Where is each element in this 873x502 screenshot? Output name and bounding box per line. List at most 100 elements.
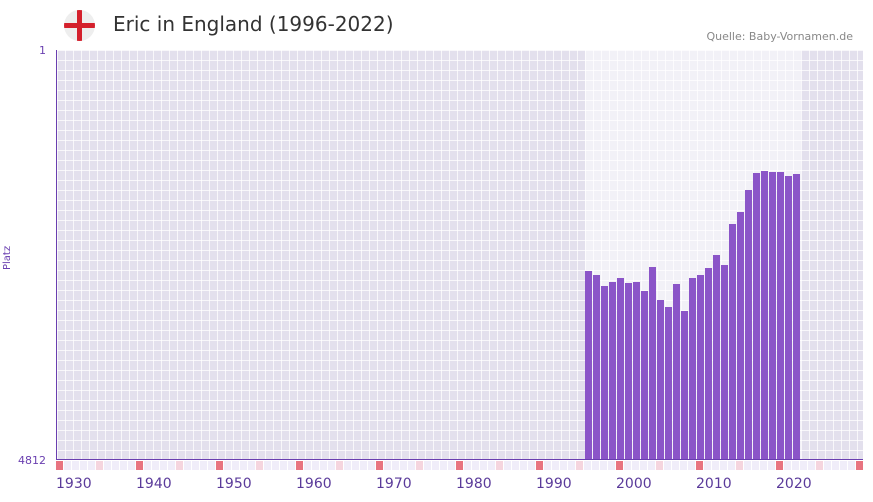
bar-2000[interactable] xyxy=(617,278,624,459)
bar-2011[interactable] xyxy=(705,268,712,459)
year-marker xyxy=(424,461,431,470)
year-marker xyxy=(584,461,591,470)
year-marker xyxy=(496,461,503,470)
bar-2013[interactable] xyxy=(721,265,728,459)
year-marker xyxy=(632,461,639,470)
year-marker xyxy=(360,461,367,470)
year-marker xyxy=(512,461,519,470)
year-marker xyxy=(344,461,351,470)
year-marker xyxy=(304,461,311,470)
year-marker xyxy=(144,461,151,470)
year-marker xyxy=(128,461,135,470)
year-marker xyxy=(688,461,695,470)
y-tick-top: 1 xyxy=(39,44,46,57)
x-tick-label: 2020 xyxy=(776,476,812,492)
chart-title: Eric in England (1996-2022) xyxy=(113,12,394,36)
year-marker xyxy=(576,461,583,470)
year-marker xyxy=(760,461,767,470)
year-marker xyxy=(416,461,423,470)
bar-2020[interactable] xyxy=(777,171,784,459)
bar-2003[interactable] xyxy=(641,291,648,459)
year-marker xyxy=(592,461,599,470)
bar-2016[interactable] xyxy=(745,189,752,459)
year-marker xyxy=(656,461,663,470)
bar-2021[interactable] xyxy=(785,175,792,459)
year-marker xyxy=(80,461,87,470)
bar-2001[interactable] xyxy=(625,283,632,459)
year-marker xyxy=(288,461,295,470)
year-marker xyxy=(192,461,199,470)
bar-1996[interactable] xyxy=(585,271,592,459)
year-marker xyxy=(848,461,855,470)
x-tick-label: 1980 xyxy=(456,476,492,492)
bar-2004[interactable] xyxy=(649,267,656,459)
year-marker xyxy=(120,461,127,470)
year-marker xyxy=(712,461,719,470)
x-tick-label: 1950 xyxy=(216,476,252,492)
bar-2018[interactable] xyxy=(761,170,768,459)
year-marker xyxy=(824,461,831,470)
year-marker xyxy=(224,461,231,470)
year-marker xyxy=(792,461,799,470)
year-marker xyxy=(488,461,495,470)
year-marker xyxy=(112,461,119,470)
bar-2015[interactable] xyxy=(737,211,744,459)
bar-2017[interactable] xyxy=(753,172,760,459)
year-marker xyxy=(56,461,63,470)
year-marker xyxy=(648,461,655,470)
year-marker xyxy=(320,461,327,470)
year-marker xyxy=(624,461,631,470)
bar-1997[interactable] xyxy=(593,275,600,459)
year-marker xyxy=(104,461,111,470)
y-axis-label: Platz xyxy=(2,245,13,270)
year-marker xyxy=(64,461,71,470)
year-marker xyxy=(552,461,559,470)
x-tick-label: 1930 xyxy=(56,476,92,492)
bar-2002[interactable] xyxy=(633,282,640,459)
year-marker xyxy=(704,461,711,470)
year-marker xyxy=(544,461,551,470)
x-tick-label: 1990 xyxy=(536,476,572,492)
year-marker xyxy=(448,461,455,470)
year-marker xyxy=(472,461,479,470)
year-marker xyxy=(280,461,287,470)
year-marker xyxy=(768,461,775,470)
year-marker xyxy=(856,461,863,470)
year-marker xyxy=(392,461,399,470)
bar-1999[interactable] xyxy=(609,282,616,459)
x-tick-label: 1960 xyxy=(296,476,332,492)
year-marker xyxy=(752,461,759,470)
source-link[interactable]: Quelle: Baby-Vornamen.de xyxy=(706,30,853,43)
year-marker xyxy=(664,461,671,470)
plot-area xyxy=(56,50,863,460)
year-marker xyxy=(152,461,159,470)
year-marker xyxy=(160,461,167,470)
bar-2008[interactable] xyxy=(681,311,688,459)
year-marker xyxy=(296,461,303,470)
year-marker xyxy=(376,461,383,470)
year-marker xyxy=(232,461,239,470)
year-marker xyxy=(696,461,703,470)
bar-2019[interactable] xyxy=(769,171,776,459)
year-marker xyxy=(640,461,647,470)
year-marker xyxy=(336,461,343,470)
year-marker xyxy=(208,461,215,470)
x-tick-label: 2010 xyxy=(696,476,732,492)
year-marker xyxy=(840,461,847,470)
year-marker xyxy=(744,461,751,470)
bar-2009[interactable] xyxy=(689,278,696,459)
bar-1998[interactable] xyxy=(601,286,608,459)
bar-2006[interactable] xyxy=(665,307,672,459)
x-tick-label: 1940 xyxy=(136,476,172,492)
bar-2022[interactable] xyxy=(793,173,800,459)
year-marker xyxy=(536,461,543,470)
bar-2012[interactable] xyxy=(713,254,720,459)
bar-2007[interactable] xyxy=(673,284,680,459)
england-flag-icon xyxy=(64,10,95,41)
bar-2014[interactable] xyxy=(729,223,736,459)
year-marker xyxy=(264,461,271,470)
bar-2005[interactable] xyxy=(657,300,664,459)
year-marker xyxy=(672,461,679,470)
year-marker xyxy=(368,461,375,470)
bar-2010[interactable] xyxy=(697,275,704,459)
